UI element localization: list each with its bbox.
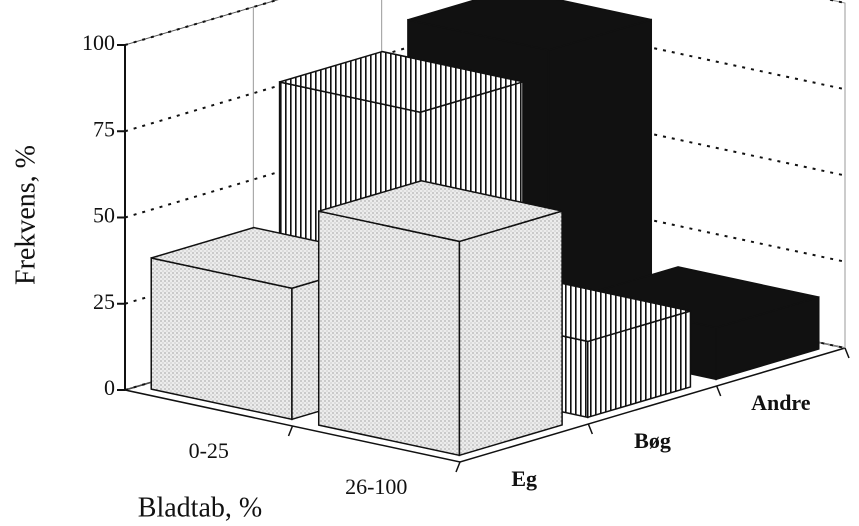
- y-axis-title: Frekvens, %: [10, 145, 41, 285]
- bar-top: [279, 50, 524, 113]
- y-tick-label: 50: [93, 203, 115, 228]
- x-tick-label: 26-100: [345, 474, 407, 499]
- bar-top: [407, 0, 652, 51]
- series-label: Bøg: [634, 428, 671, 453]
- x-tick: [455, 461, 461, 473]
- bar-front: [458, 210, 563, 457]
- depth-tick: [587, 423, 594, 435]
- depth-tick: [715, 385, 722, 397]
- y-tick-label: 25: [93, 289, 115, 314]
- series-label: Eg: [511, 466, 537, 491]
- x-axis-title: Bladtab, %: [138, 492, 262, 523]
- x-tick: [287, 425, 294, 437]
- y-tick-label: 75: [93, 116, 115, 141]
- bar-side: [317, 210, 461, 457]
- series-label: Andre: [751, 390, 811, 415]
- x-tick-label: 0-25: [189, 438, 229, 463]
- y-tick-label: 100: [82, 30, 115, 55]
- depth-tick: [844, 347, 850, 359]
- bar-top: [318, 180, 563, 243]
- y-tick-label: 0: [104, 375, 115, 400]
